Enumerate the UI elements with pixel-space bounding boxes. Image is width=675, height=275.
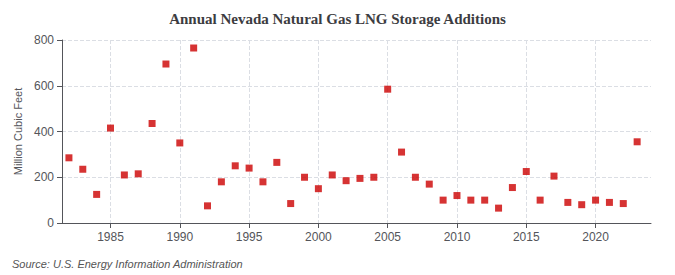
svg-text:1985: 1985 bbox=[97, 230, 124, 244]
svg-text:2015: 2015 bbox=[513, 230, 540, 244]
svg-text:1990: 1990 bbox=[166, 230, 193, 244]
svg-text:2010: 2010 bbox=[444, 230, 471, 244]
svg-text:600: 600 bbox=[34, 79, 54, 93]
svg-text:Annual Nevada Natural Gas LNG: Annual Nevada Natural Gas LNG Storage Ad… bbox=[169, 11, 506, 27]
svg-text:Source: U.S. Energy Informatio: Source: U.S. Energy Information Administ… bbox=[12, 258, 243, 270]
svg-text:400: 400 bbox=[34, 125, 54, 139]
svg-text:800: 800 bbox=[34, 33, 54, 47]
svg-text:0: 0 bbox=[47, 216, 54, 230]
svg-text:2000: 2000 bbox=[305, 230, 332, 244]
svg-text:2020: 2020 bbox=[582, 230, 609, 244]
svg-text:Million Cubic Feet: Million Cubic Feet bbox=[12, 88, 24, 175]
svg-text:1995: 1995 bbox=[236, 230, 263, 244]
svg-text:200: 200 bbox=[34, 170, 54, 184]
svg-text:2005: 2005 bbox=[374, 230, 401, 244]
